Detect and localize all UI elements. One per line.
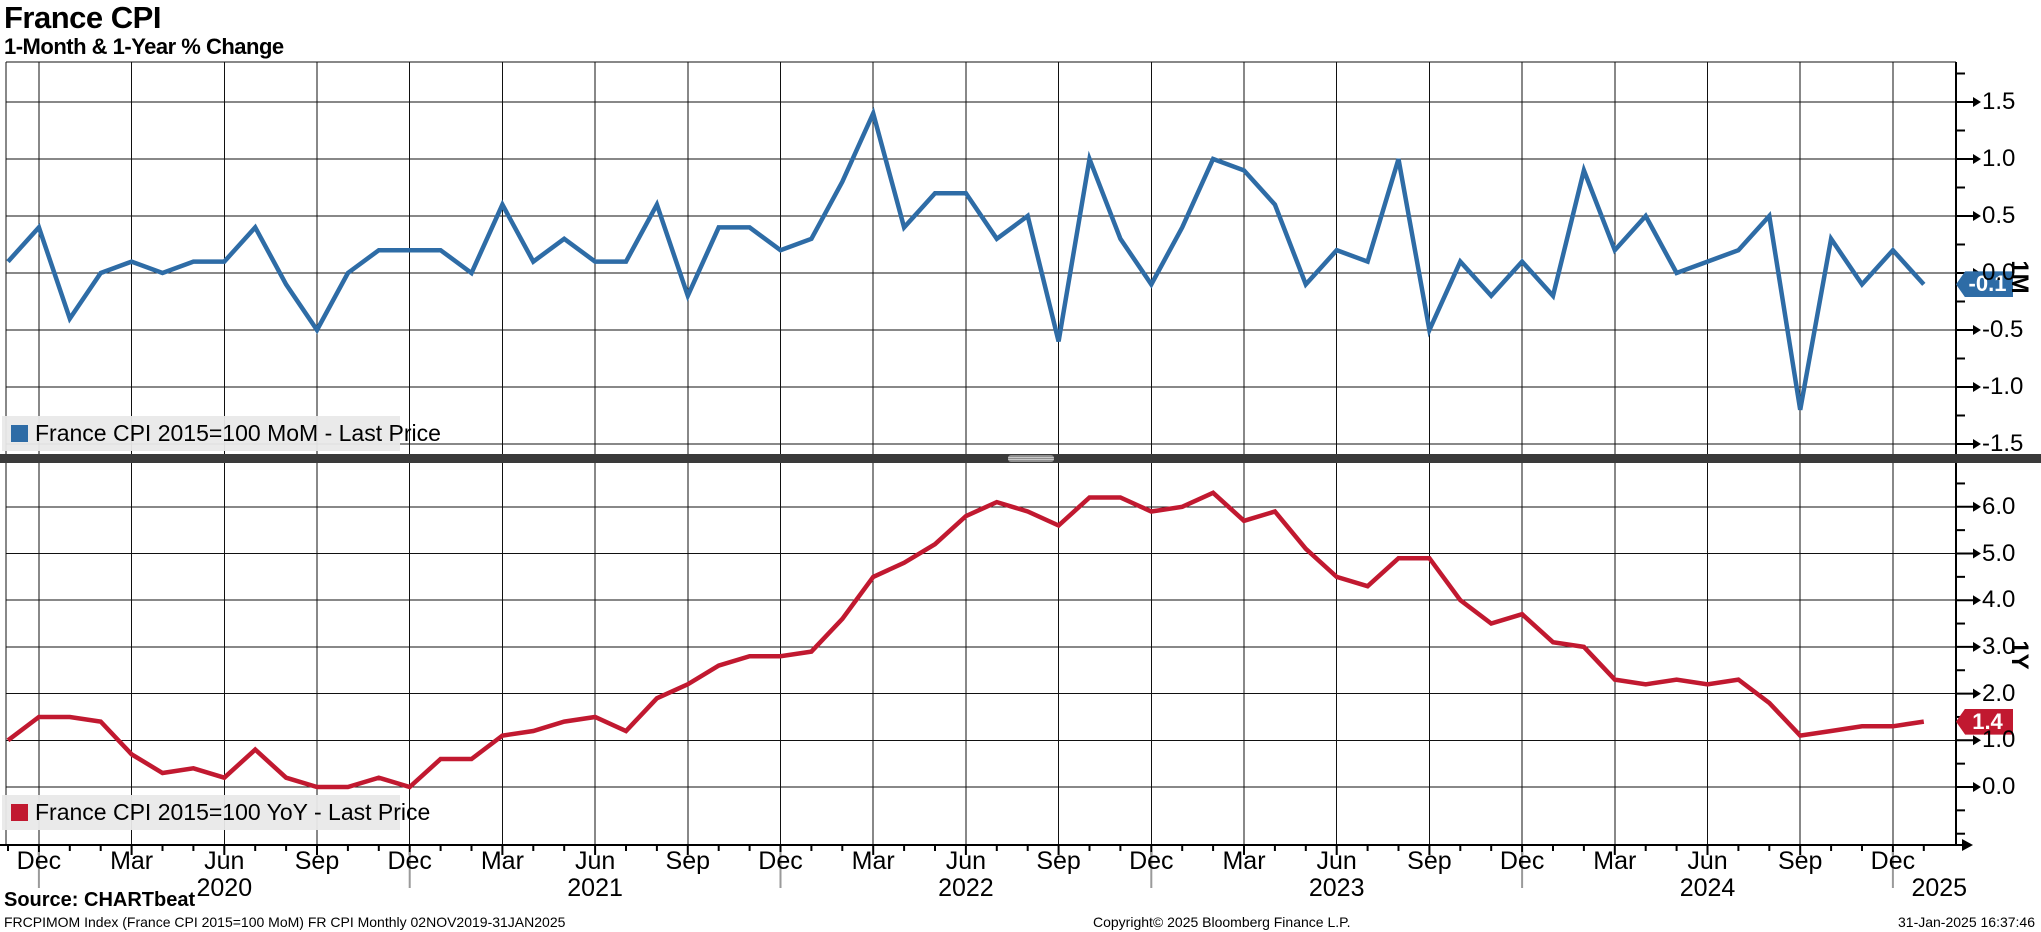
ytick-label-1y: 1.0 [1982, 726, 2016, 754]
page-subtitle: 1-Month & 1-Year % Change [4, 34, 284, 59]
xtick-month-label: Dec [16, 847, 62, 875]
xtick-month-label: Mar [110, 847, 154, 875]
panel-divider [0, 454, 2041, 463]
ytick-label-1y: 6.0 [1982, 492, 2016, 520]
ytick-label-1m: 1.0 [1982, 145, 2016, 172]
panel-divider-drag-handle[interactable] [1008, 455, 1054, 462]
xtick-month-label: Sep [1036, 847, 1081, 875]
source-label: Source: CHARTbeat [4, 889, 196, 911]
x-axis-arrow [1962, 839, 1973, 851]
ytick-label-1m: -1.0 [1982, 373, 2024, 400]
timestamp: 31-Jan-2025 16:37:46 [1898, 914, 2035, 930]
xtick-month-label: Dec [758, 847, 803, 875]
legend-mom-label: France CPI 2015=100 MoM - Last Price [35, 420, 441, 446]
legend-mom[interactable]: France CPI 2015=100 MoM - Last Price [2, 416, 441, 451]
xtick-month-label: Jun [574, 847, 616, 875]
copyright-notice: Copyright© 2025 Bloomberg Finance L.P. [1093, 914, 1351, 930]
xtick-month-label: Sep [1777, 847, 1823, 875]
xtick-year-label: 2024 [1679, 874, 1736, 902]
xtick-month-label: Mar [480, 847, 524, 875]
xtick-year-label: 2020 [196, 874, 253, 902]
legend-yoy[interactable]: France CPI 2015=100 YoY - Last Price [2, 795, 430, 830]
xtick-month-label: Sep [294, 847, 340, 875]
ytick-label-1m: -0.5 [1982, 316, 2024, 343]
xtick-month-label: Sep [665, 847, 711, 875]
series-line-mom [6, 106, 1926, 411]
xtick-year-label: 2025 [1911, 874, 1968, 902]
last-price-tag-mom[interactable]: -0.1 [1956, 271, 2013, 298]
xtick-month-label: Jun [1316, 847, 1357, 875]
xtick-month-label: Mar [1593, 847, 1637, 875]
xtick-month-label: Dec [387, 847, 432, 875]
xtick-month-label: Dec [1499, 847, 1545, 875]
legend-yoy-label: France CPI 2015=100 YoY - Last Price [35, 799, 431, 825]
ytick-label-1m: 0.0 [1982, 259, 2016, 286]
ytick-label-1m: 1.5 [1982, 88, 2016, 115]
xtick-month-label: Jun [1687, 847, 1728, 875]
page-title: France CPI [4, 0, 161, 35]
ytick-label-1y: 4.0 [1982, 586, 2016, 614]
xtick-month-label: Jun [945, 847, 987, 875]
ytick-label-1y: 5.0 [1982, 539, 2016, 567]
legend-swatch-red-icon [11, 804, 28, 821]
xtick-month-label: Jun [204, 847, 245, 875]
xtick-month-label: Dec [1870, 847, 1916, 875]
legend-swatch-blue-icon [11, 425, 28, 442]
ytick-label-1y: 0.0 [1982, 773, 2016, 800]
series-line-yoy [6, 490, 1925, 790]
xtick-month-label: Sep [1407, 847, 1452, 875]
xtick-year-label: 2023 [1308, 874, 1365, 902]
last-price-tag-yoy[interactable]: 1.4 [1956, 708, 2013, 735]
xtick-year-label: 2021 [567, 874, 623, 902]
ytick-label-1y: 2.0 [1982, 679, 2016, 707]
xtick-month-label: Mar [1222, 847, 1266, 875]
xtick-month-label: Dec [1129, 847, 1174, 875]
ytick-label-1m: -1.5 [1982, 430, 2024, 457]
ticker-description: FRCPIMOM Index (France CPI 2015=100 MoM)… [4, 914, 566, 930]
ytick-label-1m: 0.5 [1982, 202, 2016, 229]
xtick-year-label: 2022 [938, 874, 994, 902]
ytick-label-1y: 3.0 [1982, 632, 2016, 660]
xtick-month-label: Mar [851, 847, 895, 875]
